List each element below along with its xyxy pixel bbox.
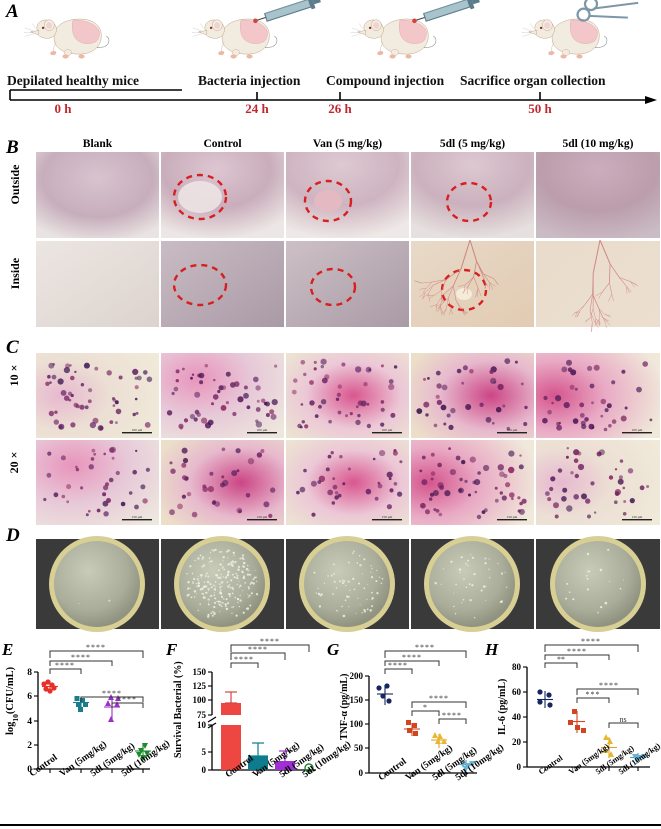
svg-text:****: **** [234,655,254,664]
svg-text:100 µm: 100 µm [632,428,643,432]
svg-text:ns: ns [619,715,626,724]
svg-text:100 µm: 100 µm [257,428,268,432]
svg-text:100: 100 [193,695,207,705]
svg-text:****: **** [567,647,587,656]
svg-text:100 µm: 100 µm [132,428,143,432]
svg-text:***: *** [586,690,601,699]
svg-text:****: **** [248,645,268,654]
svg-text:TNF-α (pg/mL): TNF-α (pg/mL) [339,674,350,740]
svg-text:Survival Bacterial (%): Survival Bacterial (%) [173,661,184,758]
svg-text:log10(CFU/mL): log10(CFU/mL) [5,666,20,735]
svg-text:0: 0 [517,762,522,772]
svg-text:150: 150 [193,667,207,677]
svg-text:2: 2 [27,741,32,751]
svg-text:5: 5 [202,747,207,757]
svg-text:****: **** [429,694,449,703]
svg-text:75: 75 [197,710,207,720]
svg-text:*: * [423,703,427,712]
svg-text:IL-6 (pg/mL): IL-6 (pg/mL) [497,679,508,735]
svg-text:****: **** [415,643,435,652]
svg-text:100 µm: 100 µm [382,428,393,432]
svg-text:150 µm: 150 µm [132,515,143,519]
svg-text:****: **** [117,695,137,704]
svg-text:****: **** [86,643,106,652]
svg-text:60: 60 [512,687,522,697]
svg-text:****: **** [55,661,75,670]
svg-text:4: 4 [27,717,32,727]
svg-text:150 µm: 150 µm [632,515,643,519]
svg-text:50: 50 [354,743,364,753]
svg-text:8: 8 [27,668,32,678]
svg-text:200: 200 [350,671,364,681]
svg-text:80: 80 [512,662,522,672]
svg-text:150: 150 [350,695,364,705]
svg-text:150 µm: 150 µm [507,515,518,519]
svg-text:**: ** [557,655,565,664]
svg-text:150 µm: 150 µm [257,515,268,519]
svg-text:150 µm: 150 µm [382,515,393,519]
svg-text:****: **** [599,681,619,690]
svg-text:0: 0 [202,765,207,775]
svg-text:0: 0 [359,768,364,778]
svg-text:****: **** [581,637,601,646]
svg-text:100: 100 [350,719,364,729]
svg-text:6: 6 [27,692,32,702]
svg-text:40: 40 [512,712,522,722]
svg-text:10: 10 [197,720,207,730]
svg-text:****: **** [388,661,408,670]
svg-text:****: **** [442,711,462,720]
svg-text:100 µm: 100 µm [507,428,518,432]
svg-text:125: 125 [193,681,207,691]
svg-text:20: 20 [512,737,522,747]
